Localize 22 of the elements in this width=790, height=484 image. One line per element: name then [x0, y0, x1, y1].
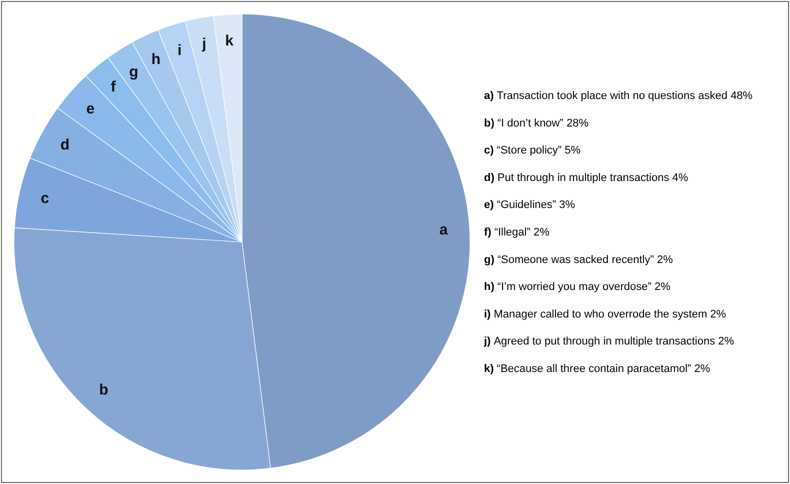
slice-label: b — [99, 381, 108, 398]
text: e) “Guidelines” 3% — [484, 199, 576, 212]
slice-label: c — [40, 190, 50, 207]
slice-label: k — [225, 32, 234, 50]
text: i) Manager called to who overrode the system 2% — [484, 308, 726, 320]
slice-label: d — [60, 136, 70, 154]
slice-label: e — [86, 100, 95, 118]
text: g) “Someone was sacked recently” 2% — [484, 254, 673, 266]
text: c) “Store policy” 5% — [484, 144, 581, 157]
text: d) Put through in multiple transactions 4% — [484, 172, 688, 184]
text: a) Transaction took place with no questions asked 48% — [484, 90, 753, 102]
slice-label: i — [177, 42, 182, 59]
text: b) “I don’t know” 28% — [484, 117, 588, 130]
slice-label: a — [439, 221, 448, 238]
slice-label: g — [129, 63, 138, 80]
text: k) “Because all three contain paracetamol” 2% — [484, 363, 710, 375]
slice-label: j — [201, 36, 206, 53]
text: h) “I’m worried you may overdose” 2% — [484, 281, 670, 294]
slice-label: h — [151, 51, 161, 68]
slice-label: f — [110, 78, 117, 96]
text: j) Agreed to put through in multiple transactions 2% — [484, 336, 734, 348]
text: f) “Illegal” 2% — [484, 226, 550, 238]
